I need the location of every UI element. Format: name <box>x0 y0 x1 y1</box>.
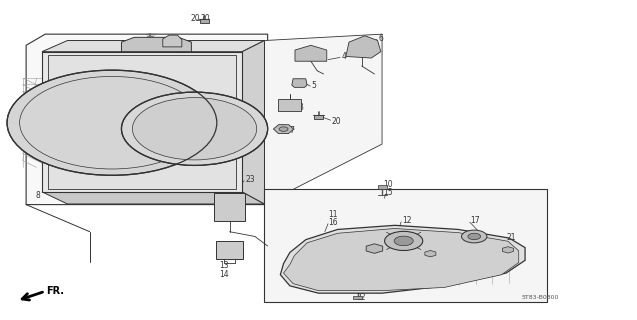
Bar <box>378 186 387 189</box>
Text: 1: 1 <box>35 144 39 153</box>
Polygon shape <box>42 52 242 192</box>
Polygon shape <box>163 35 182 47</box>
Text: 16: 16 <box>329 218 338 227</box>
Text: 20: 20 <box>201 14 211 23</box>
Text: 2: 2 <box>185 62 190 71</box>
Text: 15: 15 <box>383 188 393 197</box>
Text: 21: 21 <box>506 233 516 242</box>
Bar <box>314 115 323 119</box>
Circle shape <box>468 233 480 240</box>
Text: 23: 23 <box>218 247 228 256</box>
Text: 9: 9 <box>185 71 190 80</box>
Text: 10: 10 <box>383 180 393 189</box>
Bar <box>278 99 301 111</box>
Text: 23: 23 <box>245 175 255 184</box>
Text: 13: 13 <box>218 261 228 270</box>
Text: 22: 22 <box>357 293 366 302</box>
Text: FR.: FR. <box>47 286 64 296</box>
Polygon shape <box>42 192 264 204</box>
Bar <box>199 19 208 23</box>
Polygon shape <box>48 55 236 189</box>
Circle shape <box>122 92 268 165</box>
Circle shape <box>394 236 413 246</box>
Text: 8: 8 <box>35 191 39 200</box>
Polygon shape <box>122 37 191 52</box>
Circle shape <box>132 98 257 160</box>
Circle shape <box>462 230 487 243</box>
Circle shape <box>20 76 204 169</box>
Text: 20: 20 <box>332 116 341 126</box>
Bar <box>213 194 245 220</box>
Text: 7: 7 <box>289 125 294 134</box>
Polygon shape <box>295 45 327 61</box>
Circle shape <box>7 70 217 175</box>
Polygon shape <box>264 34 382 204</box>
Polygon shape <box>26 34 268 204</box>
Text: 18: 18 <box>372 232 382 241</box>
Bar <box>215 241 243 259</box>
Circle shape <box>385 231 423 251</box>
Text: 12: 12 <box>402 216 412 225</box>
Polygon shape <box>42 41 264 52</box>
Polygon shape <box>283 228 519 291</box>
Text: 5T83-B0800: 5T83-B0800 <box>522 295 559 300</box>
Text: 19: 19 <box>431 237 440 246</box>
Text: 5: 5 <box>311 81 317 90</box>
Polygon shape <box>292 79 307 87</box>
Text: 11: 11 <box>329 210 338 219</box>
Circle shape <box>279 127 288 131</box>
Text: 3: 3 <box>299 103 304 112</box>
Text: 20: 20 <box>190 14 199 23</box>
Text: 17: 17 <box>470 216 480 225</box>
Text: 4: 4 <box>341 52 347 61</box>
Bar <box>354 296 362 299</box>
Text: 14: 14 <box>218 270 228 279</box>
Polygon shape <box>242 41 264 204</box>
Polygon shape <box>346 36 381 58</box>
Text: 6: 6 <box>378 34 383 43</box>
Polygon shape <box>280 225 525 293</box>
Bar <box>264 189 547 302</box>
